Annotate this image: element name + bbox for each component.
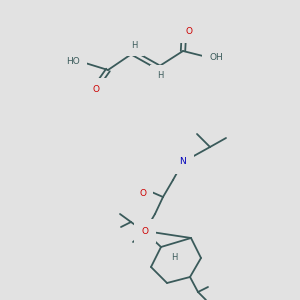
Text: H: H bbox=[138, 182, 144, 191]
Text: H: H bbox=[131, 40, 137, 50]
Text: H: H bbox=[157, 71, 163, 80]
Text: O: O bbox=[186, 26, 193, 35]
Text: H: H bbox=[171, 152, 177, 160]
Text: O: O bbox=[92, 85, 100, 94]
Text: H: H bbox=[171, 254, 177, 262]
Text: OH: OH bbox=[209, 52, 223, 62]
Text: O: O bbox=[139, 190, 146, 199]
Text: HO: HO bbox=[66, 58, 80, 67]
Text: O: O bbox=[142, 226, 148, 236]
Text: N: N bbox=[180, 158, 186, 166]
